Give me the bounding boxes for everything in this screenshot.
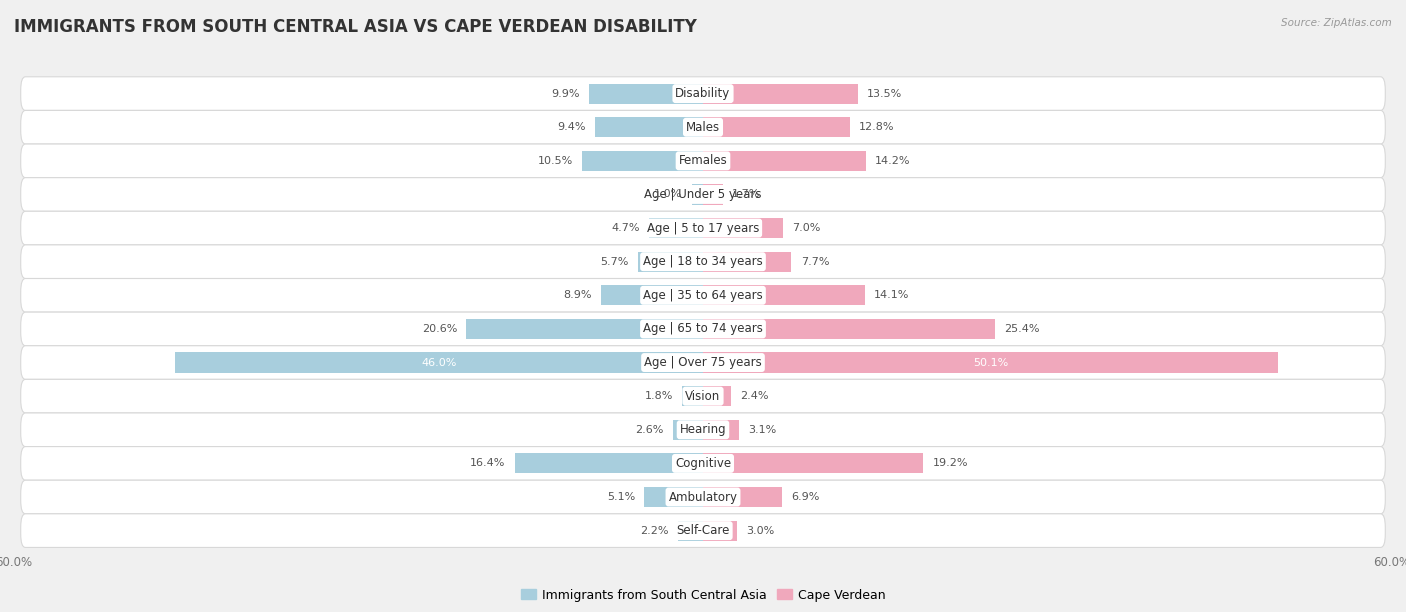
Text: 1.0%: 1.0% <box>654 190 682 200</box>
Bar <box>703 151 866 171</box>
Bar <box>703 218 783 238</box>
Text: 46.0%: 46.0% <box>422 357 457 368</box>
FancyBboxPatch shape <box>21 447 1385 480</box>
FancyBboxPatch shape <box>21 312 1385 346</box>
Text: Vision: Vision <box>685 390 721 403</box>
Text: Self-Care: Self-Care <box>676 524 730 537</box>
Bar <box>673 420 703 440</box>
Text: Age | 65 to 74 years: Age | 65 to 74 years <box>643 323 763 335</box>
Bar <box>467 319 703 339</box>
Bar <box>703 353 1278 373</box>
Bar <box>582 151 703 171</box>
Bar <box>174 353 703 373</box>
Text: 9.4%: 9.4% <box>557 122 586 132</box>
Bar <box>703 386 731 406</box>
Text: 1.8%: 1.8% <box>645 391 673 401</box>
Bar <box>589 83 703 103</box>
Bar <box>644 487 703 507</box>
Text: 7.0%: 7.0% <box>793 223 821 233</box>
Text: 2.6%: 2.6% <box>636 425 664 435</box>
Text: 19.2%: 19.2% <box>932 458 969 468</box>
Text: 5.1%: 5.1% <box>607 492 636 502</box>
Text: 7.7%: 7.7% <box>800 256 830 267</box>
FancyBboxPatch shape <box>21 480 1385 514</box>
Bar <box>703 184 723 204</box>
Text: Hearing: Hearing <box>679 424 727 436</box>
FancyBboxPatch shape <box>21 144 1385 177</box>
Text: 6.9%: 6.9% <box>792 492 820 502</box>
Legend: Immigrants from South Central Asia, Cape Verdean: Immigrants from South Central Asia, Cape… <box>516 584 890 606</box>
Text: Disability: Disability <box>675 87 731 100</box>
Text: 1.7%: 1.7% <box>731 190 761 200</box>
FancyBboxPatch shape <box>21 379 1385 413</box>
Text: 10.5%: 10.5% <box>538 156 574 166</box>
Bar <box>703 521 738 541</box>
Bar <box>595 117 703 137</box>
Text: Age | Under 5 years: Age | Under 5 years <box>644 188 762 201</box>
FancyBboxPatch shape <box>21 278 1385 312</box>
Text: 14.1%: 14.1% <box>875 290 910 300</box>
Bar <box>703 252 792 272</box>
Bar <box>637 252 703 272</box>
Text: 13.5%: 13.5% <box>868 89 903 99</box>
Text: 16.4%: 16.4% <box>470 458 506 468</box>
Text: 4.7%: 4.7% <box>612 223 640 233</box>
Bar <box>703 453 924 474</box>
FancyBboxPatch shape <box>21 76 1385 110</box>
FancyBboxPatch shape <box>21 514 1385 548</box>
Bar <box>703 285 865 305</box>
Text: 5.7%: 5.7% <box>600 256 628 267</box>
Text: IMMIGRANTS FROM SOUTH CENTRAL ASIA VS CAPE VERDEAN DISABILITY: IMMIGRANTS FROM SOUTH CENTRAL ASIA VS CA… <box>14 18 697 36</box>
Bar <box>703 319 994 339</box>
Text: Source: ZipAtlas.com: Source: ZipAtlas.com <box>1281 18 1392 28</box>
Text: Males: Males <box>686 121 720 134</box>
Bar <box>650 218 703 238</box>
Bar <box>703 83 858 103</box>
Bar <box>600 285 703 305</box>
Text: Age | Over 75 years: Age | Over 75 years <box>644 356 762 369</box>
Bar <box>515 453 703 474</box>
Text: 8.9%: 8.9% <box>564 290 592 300</box>
Text: Cognitive: Cognitive <box>675 457 731 470</box>
FancyBboxPatch shape <box>21 177 1385 211</box>
Text: 2.2%: 2.2% <box>640 526 669 536</box>
Text: 3.0%: 3.0% <box>747 526 775 536</box>
Bar <box>682 386 703 406</box>
Text: 50.1%: 50.1% <box>973 357 1008 368</box>
FancyBboxPatch shape <box>21 245 1385 278</box>
Text: 3.1%: 3.1% <box>748 425 776 435</box>
FancyBboxPatch shape <box>21 413 1385 447</box>
Text: 12.8%: 12.8% <box>859 122 894 132</box>
FancyBboxPatch shape <box>21 346 1385 379</box>
Bar <box>692 184 703 204</box>
FancyBboxPatch shape <box>21 211 1385 245</box>
Text: Age | 5 to 17 years: Age | 5 to 17 years <box>647 222 759 234</box>
Bar <box>703 420 738 440</box>
Bar <box>678 521 703 541</box>
Bar <box>703 487 782 507</box>
Text: 2.4%: 2.4% <box>740 391 768 401</box>
Text: Age | 18 to 34 years: Age | 18 to 34 years <box>643 255 763 268</box>
Text: 20.6%: 20.6% <box>422 324 457 334</box>
Text: Age | 35 to 64 years: Age | 35 to 64 years <box>643 289 763 302</box>
FancyBboxPatch shape <box>21 110 1385 144</box>
Text: Females: Females <box>679 154 727 167</box>
Bar <box>703 117 851 137</box>
Text: 25.4%: 25.4% <box>1004 324 1039 334</box>
Text: Ambulatory: Ambulatory <box>668 490 738 504</box>
Text: 14.2%: 14.2% <box>875 156 911 166</box>
Text: 9.9%: 9.9% <box>551 89 581 99</box>
